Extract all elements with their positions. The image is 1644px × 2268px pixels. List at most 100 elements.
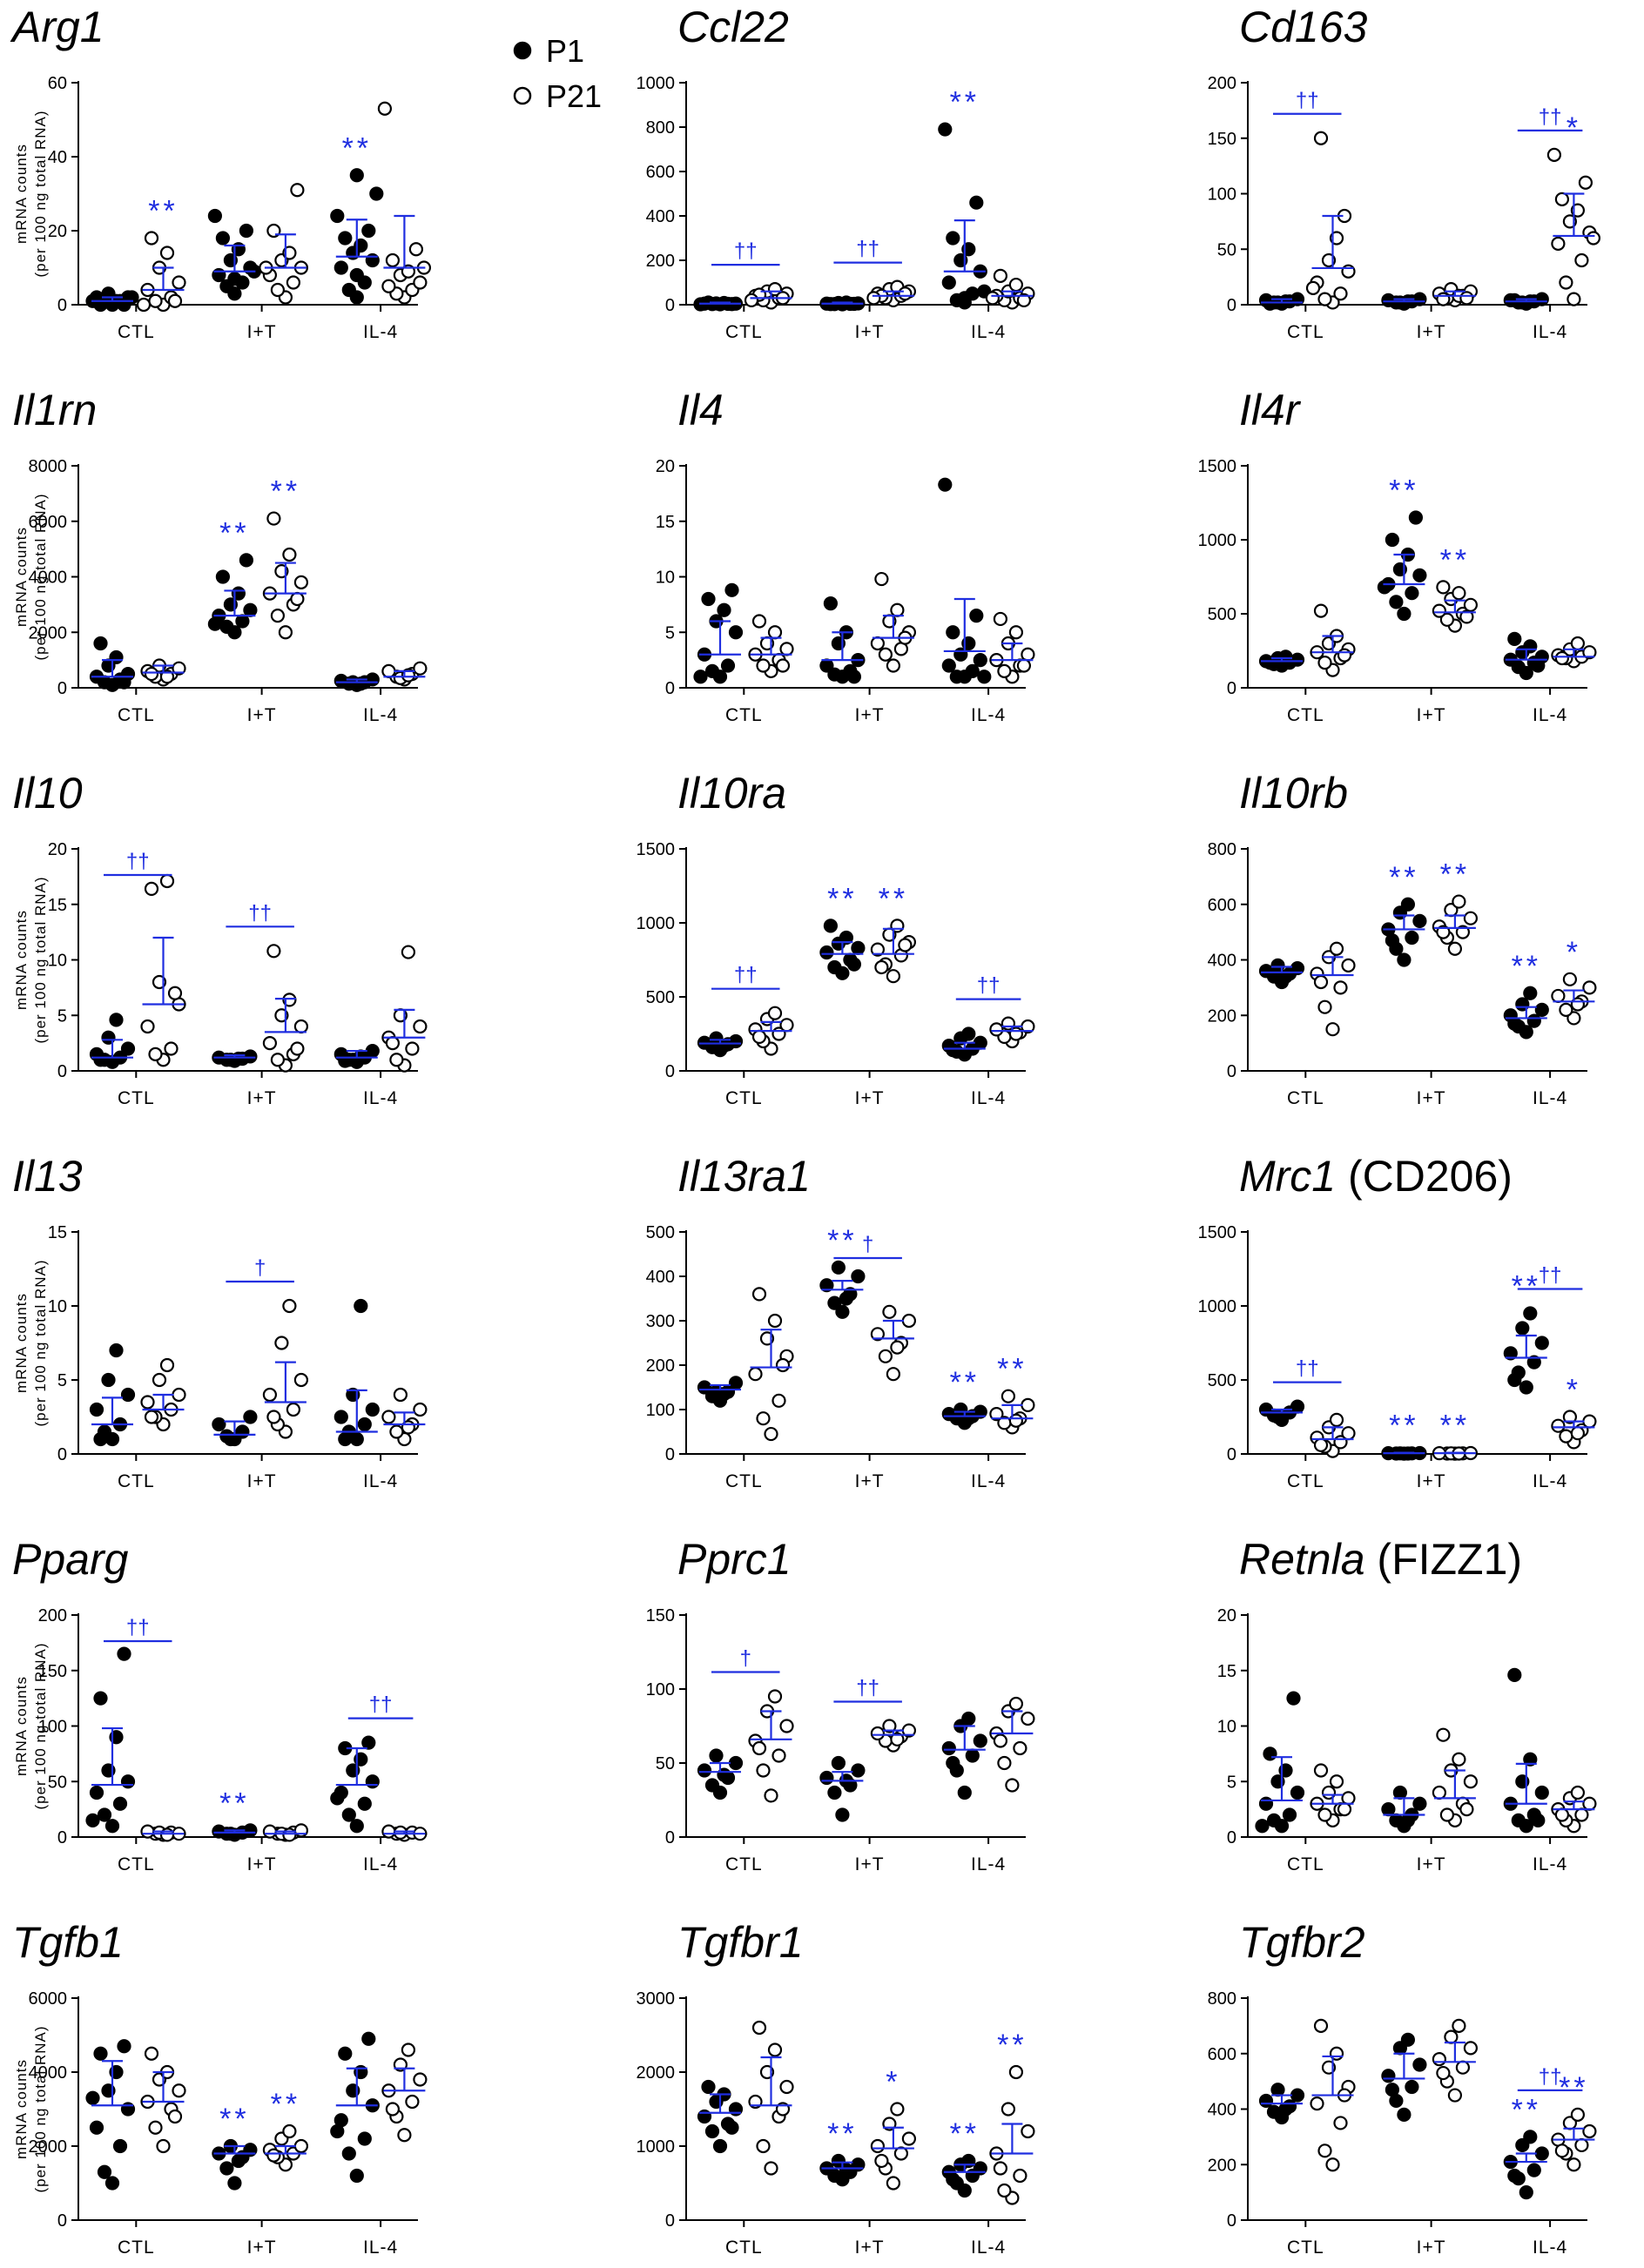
point-p1 <box>1412 1796 1427 1811</box>
point-p1 <box>728 1755 744 1771</box>
point-p1 <box>709 1748 724 1763</box>
y-tick-label: 100 <box>38 1718 67 1737</box>
point-p21 <box>164 1041 179 1056</box>
panel-title: Il13 <box>12 1152 83 1201</box>
point-p1 <box>1531 658 1546 673</box>
point-p21 <box>878 647 893 662</box>
point-p21 <box>270 282 285 298</box>
y-tick-label: 200 <box>646 1356 675 1376</box>
point-p21 <box>1021 1711 1035 1726</box>
point-p1 <box>1405 2079 1419 2095</box>
point-p1 <box>93 2046 108 2061</box>
significance-star: ** <box>271 2088 300 2121</box>
x-tick-label: IL-4 <box>971 1088 1006 1108</box>
significance-star: ** <box>1512 2093 1541 2126</box>
point-p21 <box>140 1395 155 1410</box>
point-p21 <box>1554 2143 1570 2158</box>
y-tick-label: 5 <box>665 623 675 643</box>
dagger-mark: † <box>740 1647 751 1671</box>
point-p21 <box>293 1019 308 1034</box>
significance-star: ** <box>827 1224 857 1257</box>
significance-star: ** <box>827 882 857 915</box>
point-p1 <box>693 670 708 684</box>
point-p1 <box>365 1402 380 1417</box>
point-p1 <box>938 122 953 137</box>
y-tick-label: 20 <box>48 222 67 241</box>
point-p1 <box>349 267 364 283</box>
point-p1 <box>1405 586 1419 601</box>
point-p1 <box>819 1278 834 1293</box>
point-p1 <box>1534 2146 1549 2161</box>
point-p21 <box>266 944 281 959</box>
point-p1 <box>215 231 230 246</box>
panel-title-extra: (CD206) <box>1336 1152 1513 1201</box>
x-tick-label: IL-4 <box>363 2238 398 2258</box>
y-tick-label: 5 <box>57 1006 67 1026</box>
dagger-mark: †† <box>248 901 272 925</box>
point-p21 <box>286 275 300 290</box>
y-tick-label: 0 <box>57 1828 67 1847</box>
point-p21 <box>751 614 767 629</box>
legend-p1-label: P1 <box>546 33 584 69</box>
point-p21 <box>989 1022 1004 1037</box>
point-p21 <box>1459 1802 1474 1817</box>
point-p1 <box>831 1260 846 1275</box>
x-tick-label: I+T <box>855 1088 885 1108</box>
point-p1 <box>349 168 364 183</box>
point-p1 <box>965 663 980 678</box>
point-p1 <box>89 2120 104 2135</box>
y-tick-label: 0 <box>665 2211 675 2231</box>
point-p21 <box>290 183 305 198</box>
y-tick-label: 40 <box>48 148 67 167</box>
point-p21 <box>756 2138 771 2154</box>
point-p21 <box>290 591 305 607</box>
point-p1 <box>1258 1402 1274 1417</box>
y-tick-label: 100 <box>1208 185 1236 205</box>
point-p1 <box>961 1026 976 1041</box>
panel-title: Pparg <box>12 1535 129 1584</box>
point-p1 <box>831 1755 846 1771</box>
point-p1 <box>827 1296 842 1310</box>
panel-title: Il10 <box>12 769 83 818</box>
point-p1 <box>1534 1002 1549 1017</box>
x-tick-label: CTL <box>118 2238 155 2258</box>
y-tick-label: 0 <box>57 1445 67 1464</box>
point-p21 <box>779 642 794 656</box>
point-p1 <box>720 658 736 673</box>
dagger-mark: † <box>254 1256 266 1280</box>
panel-title: Pprc1 <box>677 1535 792 1584</box>
y-tick-label: 150 <box>646 1606 675 1625</box>
point-p21 <box>767 1313 783 1329</box>
x-tick-label: CTL <box>1287 2238 1324 2258</box>
point-p1 <box>330 2123 345 2139</box>
point-p1 <box>1290 1785 1305 1800</box>
y-axis-label-line1: mRNA counts <box>13 527 30 627</box>
y-tick-label: 15 <box>1217 1662 1236 1681</box>
x-tick-label: CTL <box>118 1088 155 1108</box>
panel-title: Arg1 <box>10 3 104 51</box>
x-tick-label: CTL <box>725 1471 763 1491</box>
x-tick-label: IL-4 <box>1533 1088 1567 1108</box>
y-tick-label: 1000 <box>637 2137 676 2157</box>
point-p1 <box>1400 1813 1416 1827</box>
point-p1 <box>701 2079 716 2095</box>
significance-star: ** <box>148 195 178 228</box>
point-p21 <box>293 575 308 589</box>
point-p1 <box>1266 1813 1282 1827</box>
y-tick-label: 0 <box>665 296 675 315</box>
y-tick-label: 5 <box>57 1371 67 1390</box>
x-tick-label: CTL <box>725 705 763 725</box>
point-p1 <box>1519 2185 1533 2200</box>
point-p1 <box>1507 1667 1522 1682</box>
point-p21 <box>751 2020 767 2036</box>
panel-il1rn: Il1rn mRNA counts (per 100 ng total RNA) 0 2… <box>12 386 428 725</box>
panel-retnla: Retnla (FIZZ1) 0 5 10 15 20 CTL I+T IL-4 <box>1217 1535 1597 1874</box>
point-p1 <box>1290 652 1305 667</box>
y-tick-label: 6000 <box>29 513 68 532</box>
point-p21 <box>1439 1807 1455 1822</box>
x-tick-label: I+T <box>247 1854 277 1874</box>
point-p21 <box>1570 2107 1586 2122</box>
y-tick-label: 0 <box>665 1062 675 1081</box>
x-tick-label: IL-4 <box>1533 322 1567 342</box>
